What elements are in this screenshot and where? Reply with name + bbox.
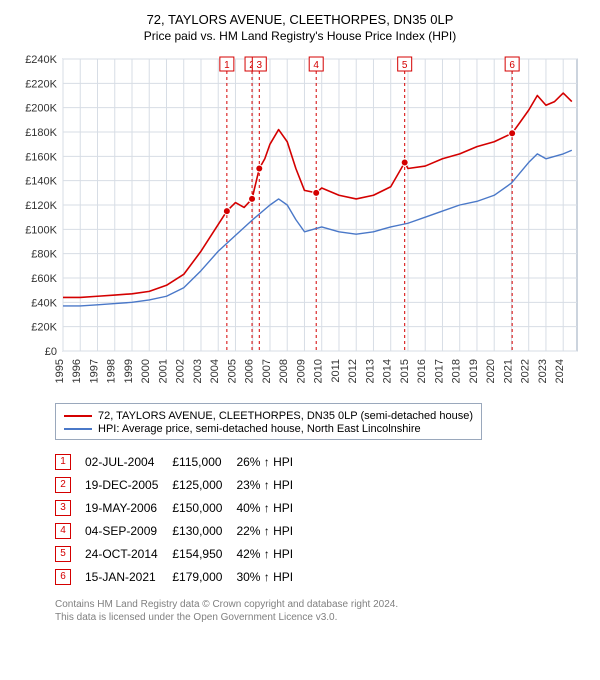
svg-text:2001: 2001 [157, 359, 169, 383]
footer-line: Contains HM Land Registry data © Crown c… [55, 598, 585, 611]
svg-text:3: 3 [257, 60, 263, 71]
svg-text:4: 4 [313, 60, 319, 71]
svg-text:2018: 2018 [451, 359, 463, 383]
legend: 72, TAYLORS AVENUE, CLEETHORPES, DN35 0L… [55, 403, 482, 440]
svg-text:£100K: £100K [25, 224, 57, 236]
legend-label: HPI: Average price, semi-detached house,… [98, 423, 421, 435]
transaction-marker: 5 [55, 546, 71, 562]
transaction-marker: 3 [55, 500, 71, 516]
svg-text:2023: 2023 [537, 359, 549, 383]
svg-text:1999: 1999 [123, 359, 135, 383]
svg-text:2022: 2022 [520, 359, 532, 383]
svg-text:2010: 2010 [313, 359, 325, 383]
svg-text:2024: 2024 [554, 359, 566, 383]
transaction-price: £150,000 [172, 496, 236, 519]
svg-text:£40K: £40K [31, 297, 57, 309]
svg-text:2005: 2005 [226, 359, 238, 383]
transaction-diff: 30% ↑ HPI [236, 565, 307, 588]
transaction-price: £115,000 [172, 450, 236, 473]
legend-label: 72, TAYLORS AVENUE, CLEETHORPES, DN35 0L… [98, 410, 473, 422]
svg-text:£0: £0 [45, 346, 57, 358]
svg-text:2012: 2012 [347, 359, 359, 383]
svg-text:1997: 1997 [88, 359, 100, 383]
svg-text:2007: 2007 [261, 359, 273, 383]
svg-text:2017: 2017 [433, 359, 445, 383]
svg-text:2009: 2009 [295, 359, 307, 383]
svg-text:£200K: £200K [25, 103, 57, 115]
svg-text:2006: 2006 [244, 359, 256, 383]
svg-text:£140K: £140K [25, 176, 57, 188]
svg-text:2021: 2021 [502, 359, 514, 383]
footer-line: This data is licensed under the Open Gov… [55, 611, 585, 624]
footer-attribution: Contains HM Land Registry data © Crown c… [55, 598, 585, 624]
table-row: 5 24-OCT-2014£154,95042% ↑ HPI [55, 542, 307, 565]
svg-text:2004: 2004 [209, 359, 221, 383]
legend-swatch [64, 428, 92, 430]
table-row: 6 15-JAN-2021£179,00030% ↑ HPI [55, 565, 307, 588]
legend-item: HPI: Average price, semi-detached house,… [64, 423, 473, 435]
svg-text:£120K: £120K [25, 200, 57, 212]
svg-text:2000: 2000 [140, 359, 152, 383]
svg-text:£60K: £60K [31, 273, 57, 285]
svg-text:1998: 1998 [106, 359, 118, 383]
transaction-date: 19-DEC-2005 [85, 473, 172, 496]
svg-text:1996: 1996 [71, 359, 83, 383]
svg-text:2011: 2011 [330, 359, 342, 383]
svg-text:1995: 1995 [54, 359, 66, 383]
svg-text:£240K: £240K [25, 54, 57, 66]
transaction-date: 15-JAN-2021 [85, 565, 172, 588]
transactions-table: 1 02-JUL-2004£115,00026% ↑ HPI 2 19-DEC-200… [55, 450, 307, 588]
table-row: 4 04-SEP-2009£130,00022% ↑ HPI [55, 519, 307, 542]
svg-text:2008: 2008 [278, 359, 290, 383]
transaction-diff: 40% ↑ HPI [236, 496, 307, 519]
transaction-marker: 1 [55, 454, 71, 470]
svg-text:2014: 2014 [382, 359, 394, 383]
transaction-marker: 2 [55, 477, 71, 493]
svg-text:£220K: £220K [25, 78, 57, 90]
transaction-date: 24-OCT-2014 [85, 542, 172, 565]
transaction-marker: 6 [55, 569, 71, 585]
svg-text:2015: 2015 [399, 359, 411, 383]
transaction-price: £179,000 [172, 565, 236, 588]
legend-item: 72, TAYLORS AVENUE, CLEETHORPES, DN35 0L… [64, 410, 473, 422]
transaction-date: 02-JUL-2004 [85, 450, 172, 473]
svg-text:1: 1 [224, 60, 230, 71]
svg-text:2003: 2003 [192, 359, 204, 383]
transaction-price: £130,000 [172, 519, 236, 542]
table-row: 3 19-MAY-2006£150,00040% ↑ HPI [55, 496, 307, 519]
report-container: 72, TAYLORS AVENUE, CLEETHORPES, DN35 0L… [0, 0, 600, 634]
svg-text:£180K: £180K [25, 127, 57, 139]
svg-text:£80K: £80K [31, 249, 57, 261]
transaction-diff: 23% ↑ HPI [236, 473, 307, 496]
svg-text:6: 6 [509, 60, 515, 71]
table-row: 1 02-JUL-2004£115,00026% ↑ HPI [55, 450, 307, 473]
transaction-diff: 22% ↑ HPI [236, 519, 307, 542]
chart-subtitle: Price paid vs. HM Land Registry's House … [15, 29, 585, 43]
svg-text:2002: 2002 [175, 359, 187, 383]
transaction-price: £154,950 [172, 542, 236, 565]
svg-text:2016: 2016 [416, 359, 428, 383]
price-chart: £0 £20K £40K £60K £80K £100K £120K £140K £160K £1… [15, 51, 585, 391]
transaction-diff: 26% ↑ HPI [236, 450, 307, 473]
transaction-diff: 42% ↑ HPI [236, 542, 307, 565]
transaction-marker: 4 [55, 523, 71, 539]
svg-text:2019: 2019 [468, 359, 480, 383]
svg-text:£160K: £160K [25, 151, 57, 163]
svg-text:2013: 2013 [364, 359, 376, 383]
chart-title: 72, TAYLORS AVENUE, CLEETHORPES, DN35 0L… [15, 12, 585, 27]
svg-text:£20K: £20K [31, 322, 57, 334]
transaction-date: 04-SEP-2009 [85, 519, 172, 542]
svg-text:2020: 2020 [485, 359, 497, 383]
transaction-price: £125,000 [172, 473, 236, 496]
svg-text:5: 5 [402, 60, 408, 71]
transaction-date: 19-MAY-2006 [85, 496, 172, 519]
legend-swatch [64, 415, 92, 417]
table-row: 2 19-DEC-2005£125,00023% ↑ HPI [55, 473, 307, 496]
